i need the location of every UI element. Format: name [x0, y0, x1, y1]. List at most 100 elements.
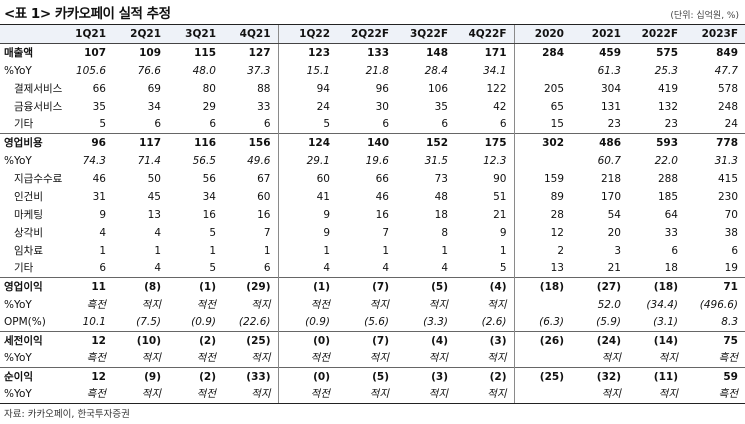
value-cell: 적전 — [196, 298, 216, 311]
value-cell: (3) — [396, 367, 455, 386]
value-cell: 46 — [92, 172, 106, 185]
value-cell: 12 — [58, 331, 113, 350]
row-label: 상각비 — [14, 226, 43, 239]
value-cell: 6 — [499, 118, 507, 131]
value-cell: 64 — [664, 208, 678, 221]
row-label: %YoY — [4, 154, 32, 167]
row-label: 금융서비스 — [14, 100, 63, 113]
value-cell: 88 — [257, 82, 271, 95]
table-row: 상각비 4 4 5 7 9 7 8 9 12 20 33 38 — [0, 223, 745, 242]
value-cell: 3 — [614, 244, 621, 257]
value-cell: (0.9) — [277, 313, 337, 332]
value-cell: 16 — [202, 208, 216, 221]
value-cell: (0) — [277, 331, 337, 350]
value-cell: 15.1 — [277, 61, 337, 80]
value-cell: (6.3) — [513, 313, 571, 332]
row-label: %YoY — [4, 298, 32, 311]
value-cell: 459 — [599, 46, 621, 59]
value-cell: 42 — [493, 100, 507, 113]
value-cell: 284 — [513, 43, 571, 62]
value-cell: 적지 — [487, 352, 507, 365]
value-cell: 21.8 — [365, 64, 389, 77]
column-header: 2023F — [685, 24, 745, 44]
value-cell: 140 — [337, 133, 396, 152]
value-cell: 18 — [434, 208, 448, 221]
value-cell: (2) — [168, 367, 223, 386]
value-cell: 148 — [426, 46, 448, 59]
value-cell: 적전 — [277, 295, 337, 314]
value-cell: 적지 — [487, 298, 507, 311]
value-cell: 16 — [375, 208, 389, 221]
value-cell: 52.0 — [597, 298, 621, 311]
value-cell: 흑전 — [86, 298, 106, 311]
value-cell: 23 — [607, 118, 621, 131]
value-cell: 적지 — [428, 352, 448, 365]
value-cell: 7 — [382, 226, 389, 239]
value-cell: 1 — [263, 244, 271, 257]
value-cell: 적지 — [658, 352, 678, 365]
value-cell: 593 — [628, 133, 685, 152]
value-cell: 107 — [84, 46, 106, 59]
value-cell: 170 — [600, 190, 621, 203]
value-cell: 1 — [441, 244, 448, 257]
table-row: 마케팅 9 13 16 16 9 16 18 21 28 54 64 70 — [0, 205, 745, 224]
value-cell: (7) — [337, 331, 396, 350]
value-cell: 849 — [716, 46, 738, 59]
value-cell: 45 — [147, 190, 161, 203]
value-cell: 1 — [99, 244, 106, 257]
value-cell: 5 — [499, 262, 507, 275]
value-cell: 33 — [257, 100, 271, 113]
table-row: 기타 5 6 6 6 5 6 6 6 15 23 23 24 — [0, 115, 745, 134]
value-cell: (25) — [223, 331, 278, 350]
value-cell: 5 — [209, 262, 216, 275]
value-cell: 2 — [513, 241, 571, 260]
value-cell: 47.7 — [714, 64, 738, 77]
value-cell: 21 — [493, 208, 507, 221]
column-header: 4Q21 — [223, 24, 278, 44]
value-cell: (8) — [113, 277, 168, 296]
value-cell: (24) — [571, 331, 628, 350]
row-label: 마케팅 — [14, 208, 43, 221]
value-cell: 105.6 — [75, 64, 106, 77]
value-cell: 117 — [113, 133, 168, 152]
value-cell: (11) — [628, 367, 685, 386]
value-cell: 33 — [664, 226, 678, 239]
value-cell: (3) — [455, 331, 514, 350]
value-cell: 6 — [263, 262, 271, 275]
value-cell: 37.3 — [247, 64, 271, 77]
value-cell: 124 — [277, 133, 337, 152]
value-cell: 4 — [441, 262, 448, 275]
value-cell: 131 — [600, 100, 621, 113]
value-cell: 9 — [277, 223, 337, 242]
value-cell: (1) — [277, 277, 337, 296]
value-cell: 13 — [147, 208, 161, 221]
value-cell: 66 — [375, 172, 389, 185]
value-cell: 123 — [277, 43, 337, 62]
value-cell: 31 — [92, 190, 106, 203]
value-cell: 8.3 — [721, 316, 738, 329]
value-cell: 73 — [434, 172, 448, 185]
value-cell: 171 — [484, 46, 507, 59]
value-cell: (25) — [513, 367, 571, 386]
unit-note: (단위: 십억원, %) — [670, 11, 739, 21]
value-cell: 12.3 — [483, 154, 507, 167]
value-cell: 21 — [607, 262, 621, 275]
row-label: 인건비 — [14, 190, 43, 203]
value-cell: 4 — [154, 262, 161, 275]
value-cell: 116 — [168, 133, 223, 152]
value-cell: (496.6) — [699, 298, 738, 311]
value-cell: (2) — [168, 331, 223, 350]
value-cell: 74.3 — [82, 154, 106, 167]
value-cell: 24 — [277, 97, 337, 116]
value-cell: 778 — [685, 133, 745, 152]
value-cell: 159 — [513, 169, 571, 188]
value-cell: (7.5) — [136, 316, 161, 329]
value-cell: 302 — [513, 133, 571, 152]
value-cell: 230 — [717, 190, 738, 203]
value-cell: 적지 — [369, 352, 389, 365]
value-cell: (2.6) — [481, 316, 507, 329]
value-cell: 적지 — [251, 352, 271, 365]
value-cell: 1 — [277, 241, 337, 260]
value-cell: 9 — [277, 205, 337, 224]
value-cell: 10.1 — [82, 316, 106, 329]
